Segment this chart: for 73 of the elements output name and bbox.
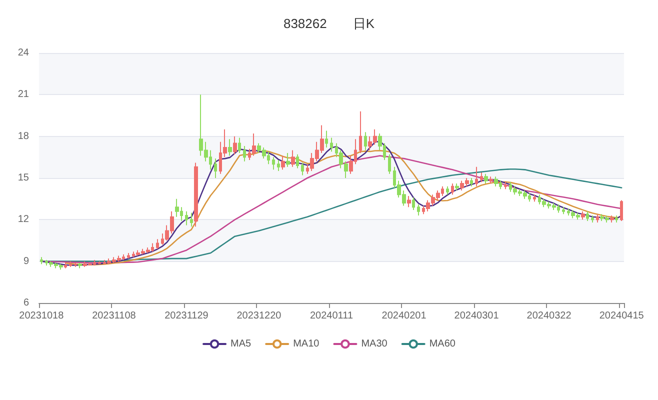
y-tick-label: 6	[23, 298, 30, 308]
candlestick	[252, 133, 256, 156]
candlestick	[194, 162, 198, 228]
candlestick	[475, 166, 478, 187]
candlestick	[446, 186, 449, 196]
candlestick	[233, 136, 237, 155]
candlestick	[388, 154, 391, 174]
candlestick	[272, 156, 275, 170]
candlestick	[504, 182, 507, 190]
candlestick	[40, 256, 43, 265]
candlestick	[243, 146, 246, 162]
x-tick-label: 20240301	[454, 310, 500, 322]
candlestick	[484, 173, 488, 184]
candlestick	[620, 200, 623, 222]
candlestick	[494, 176, 498, 187]
y-tick-label: 12	[18, 214, 30, 226]
x-tick-label: 20240201	[382, 310, 427, 322]
candlestick	[127, 252, 130, 260]
x-tick-label: 20231220	[236, 310, 282, 322]
x-tick-label: 20231108	[92, 310, 136, 322]
candlestick	[330, 137, 333, 152]
candlestick	[185, 210, 188, 226]
candlestick	[238, 137, 241, 154]
candlestick	[581, 210, 585, 220]
candlestick	[228, 138, 232, 156]
y-tick-label: 15	[18, 172, 30, 184]
candlestick	[533, 194, 536, 202]
legend-label: MA60	[429, 338, 456, 350]
candlestick	[364, 132, 367, 151]
x-tick-label: 20240111	[310, 310, 354, 322]
candlestick	[451, 183, 454, 196]
x-tick-label: 20240415	[599, 310, 644, 322]
candlestick	[417, 204, 420, 216]
candlestick	[470, 178, 473, 187]
y-tick-label: 18	[18, 130, 30, 142]
candlestick	[296, 154, 299, 169]
candlestick	[277, 159, 280, 172]
x-tick-label: 20240322	[526, 310, 572, 322]
candlestick	[586, 210, 589, 222]
y-tick-label: 24	[18, 48, 30, 58]
candlestick	[489, 176, 493, 184]
candlestick	[281, 155, 285, 170]
legend-label: MA30	[361, 338, 388, 350]
candlestick	[615, 215, 618, 223]
y-tick-label: 21	[18, 89, 30, 100]
candlestick	[596, 214, 599, 223]
candlestick	[325, 130, 328, 148]
candlestick	[412, 196, 415, 210]
candlestick	[301, 162, 304, 176]
candlestick	[286, 152, 290, 168]
candlestick	[74, 262, 77, 268]
candlestick	[455, 183, 459, 191]
candlestick	[480, 172, 483, 183]
candlestick	[175, 198, 179, 218]
candlestick	[64, 262, 67, 269]
legend-label: MA5	[230, 338, 252, 350]
legend-label: MA10	[293, 338, 320, 350]
y-tick-label: 9	[23, 256, 30, 267]
candlestick	[359, 110, 362, 154]
candlestick	[610, 215, 614, 223]
x-tick-label: 20231018	[19, 310, 64, 322]
candlestick	[98, 260, 101, 265]
candlestick	[291, 150, 295, 168]
candlestick	[214, 158, 217, 178]
candlestick	[190, 212, 193, 228]
chart-title: 838262 日K	[283, 16, 375, 31]
candlestick	[591, 215, 594, 223]
x-tick-label: 20231129	[164, 310, 209, 322]
candlestick	[69, 260, 72, 268]
candlestick	[407, 196, 411, 208]
candlestick	[156, 238, 159, 250]
candlestick	[562, 206, 565, 215]
candlestick	[78, 262, 82, 269]
